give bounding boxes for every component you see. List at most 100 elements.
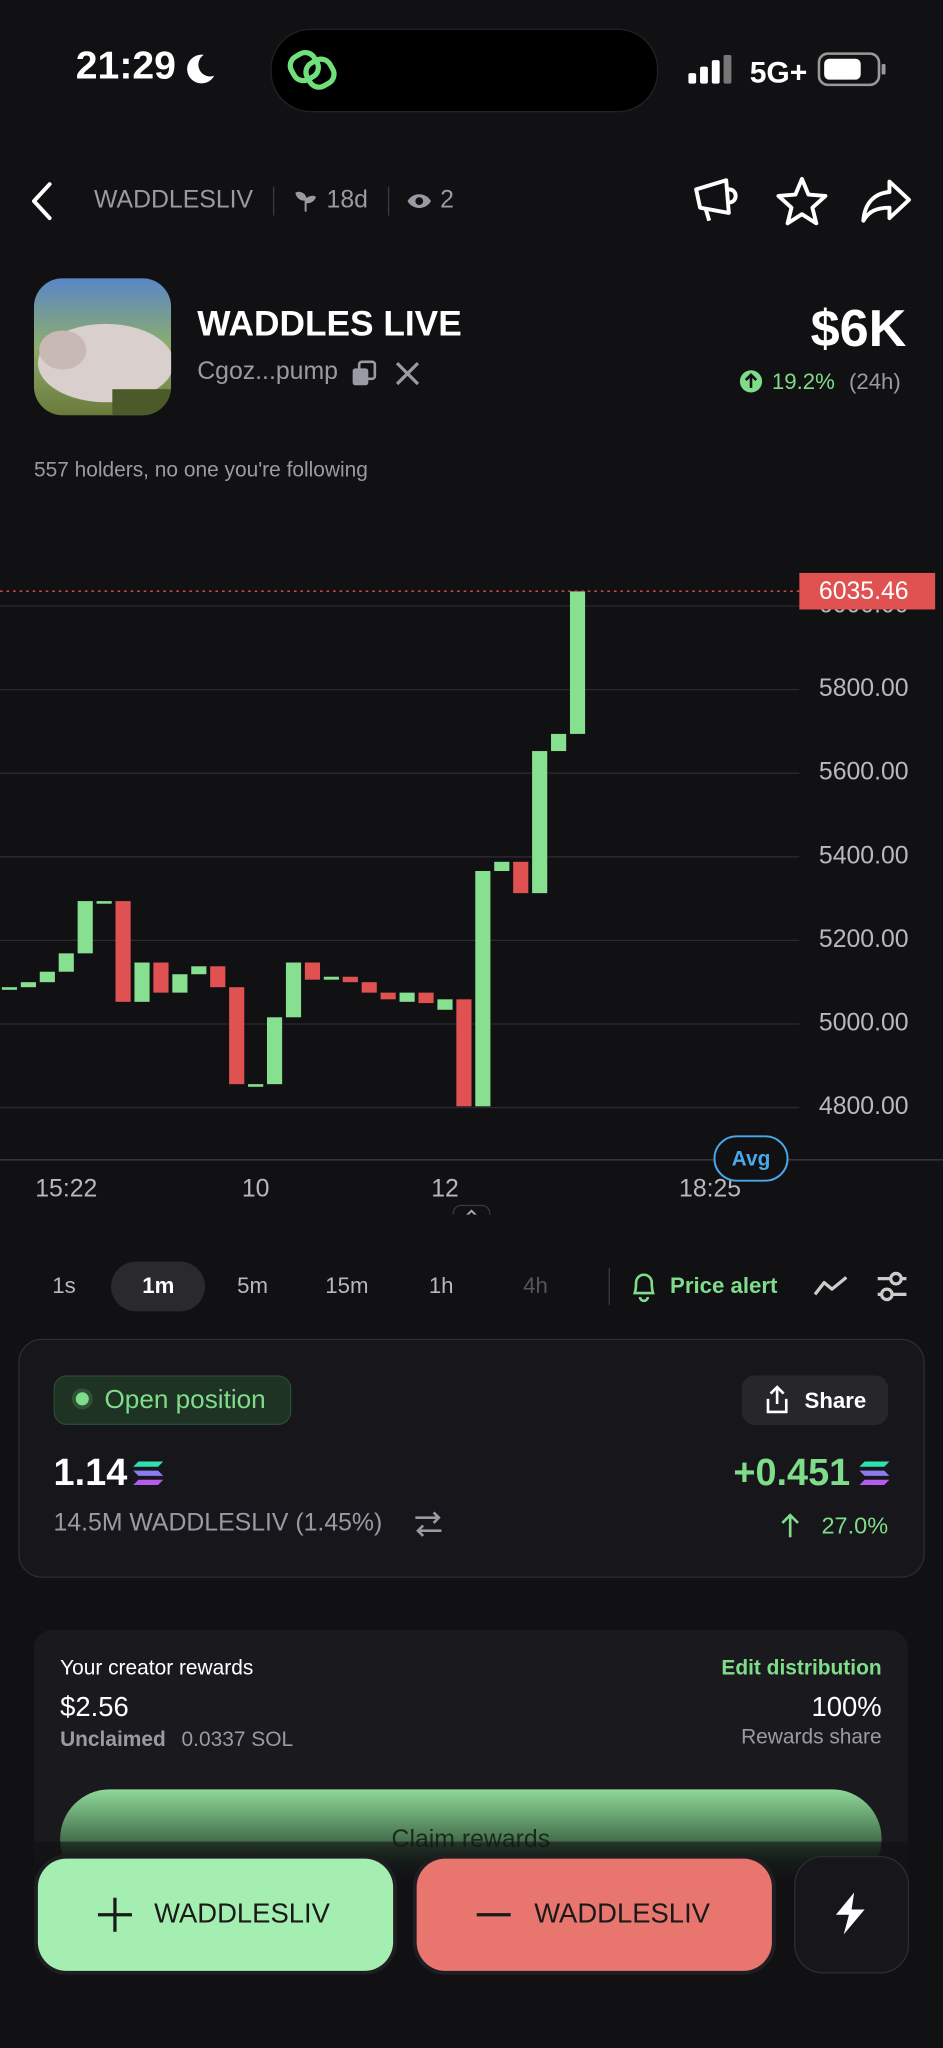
share-label: Share — [804, 1388, 867, 1414]
timeframe-tab[interactable]: 1m — [111, 1261, 206, 1312]
status-dot — [75, 1392, 89, 1406]
buy-label: WADDLESLIV — [154, 1899, 330, 1930]
price-change: 19.2% — [771, 369, 835, 395]
network-label: 5G+ — [749, 54, 808, 89]
back-button[interactable] — [26, 180, 60, 222]
candle-body — [399, 992, 415, 1002]
header-watchers: 2 — [440, 186, 454, 215]
y-tick-label: 4800.00 — [819, 1093, 909, 1120]
candle-body — [248, 1084, 264, 1087]
separator — [387, 186, 390, 216]
flash-icon — [835, 1892, 865, 1935]
avg-pill — [713, 1135, 789, 1182]
candle-body — [191, 966, 207, 975]
eye-icon — [407, 194, 432, 208]
timeframe-tab[interactable]: 4h — [523, 1273, 548, 1299]
buy-button[interactable] — [37, 1858, 394, 1971]
candle-body — [494, 861, 510, 872]
candle-body — [96, 901, 112, 904]
last-price-label: 6035.46 — [819, 578, 909, 605]
chart-resize-handle[interactable] — [452, 1204, 491, 1215]
header-age: 18d — [326, 186, 368, 215]
candle-body — [77, 901, 93, 954]
x-link[interactable] — [394, 360, 420, 386]
candle-body — [229, 987, 245, 1085]
x-tick-label: 15:22 — [35, 1175, 97, 1202]
candle-body — [418, 992, 434, 1004]
sol-icon — [859, 1461, 890, 1486]
candle-body — [323, 976, 339, 980]
timeframe-tab[interactable]: 1h — [428, 1273, 454, 1299]
share-button[interactable] — [861, 178, 913, 225]
x-tick-label: 10 — [242, 1175, 270, 1202]
timeframe-tab[interactable]: 1s — [52, 1273, 76, 1299]
last-price-box — [799, 572, 936, 610]
position-badge-label: Open position — [104, 1385, 266, 1415]
favorite-button[interactable] — [776, 175, 828, 227]
token-avatar[interactable] — [33, 278, 172, 416]
chart-settings-button[interactable] — [875, 1271, 909, 1302]
edit-distribution-button[interactable]: Edit distribution — [721, 1657, 882, 1680]
position-amount: 1.14 — [53, 1452, 128, 1495]
candle-body — [532, 751, 548, 894]
candle-body — [266, 1017, 283, 1085]
sell-button[interactable] — [416, 1858, 772, 1971]
chart-style-button[interactable] — [812, 1272, 849, 1301]
candle-body — [58, 953, 74, 972]
y-tick-label: 5200.00 — [819, 926, 909, 953]
candle-body — [475, 871, 491, 1107]
age-icon — [295, 191, 316, 212]
minus-icon — [476, 1913, 511, 1917]
rewards-title: Your creator rewards — [60, 1657, 254, 1680]
candle-body — [342, 976, 358, 983]
position-holding: 14.5M WADDLESLIV (1.45%) — [53, 1509, 383, 1538]
header-ticker: WADDLESLIV — [94, 186, 254, 215]
sol-icon — [133, 1461, 164, 1486]
x-tick-label: 12 — [431, 1175, 459, 1202]
market-cap: $6K — [810, 300, 907, 358]
signal-icon — [688, 54, 732, 84]
plus-icon — [97, 1897, 132, 1932]
change-period: (24h) — [848, 369, 901, 395]
candle-body — [456, 999, 472, 1107]
candle-body — [380, 992, 396, 1000]
copy-button[interactable] — [350, 359, 379, 388]
candle-body — [39, 971, 55, 983]
y-tick-label: 5400.00 — [819, 842, 909, 869]
rewards-share-label: Rewards share — [741, 1726, 882, 1749]
candle-body — [172, 974, 188, 993]
timeframe-tab[interactable]: 5m — [237, 1273, 269, 1299]
candle-body — [569, 591, 586, 734]
moon-icon — [187, 54, 215, 84]
candle-body — [551, 733, 567, 752]
pnl-up-icon — [781, 1513, 799, 1538]
share-position-button[interactable] — [741, 1375, 889, 1425]
change-up-icon — [739, 370, 763, 393]
price-alert-button[interactable]: Price alert — [670, 1273, 778, 1299]
announce-button[interactable] — [690, 176, 742, 226]
avg-label: Avg — [732, 1147, 771, 1170]
separator — [608, 1268, 610, 1305]
price-chart: 4800.00 5000.00 5200.00 5400.00 5600.00 5800.… — [0, 572, 943, 1215]
candle-body — [304, 962, 321, 980]
candle-body — [361, 982, 377, 993]
timeframe-tab[interactable]: 15m — [325, 1273, 369, 1299]
candle-body — [285, 962, 302, 1018]
candle-body — [437, 999, 453, 1010]
swap-button[interactable] — [413, 1510, 444, 1539]
y-tick-label: 5600.00 — [819, 759, 909, 786]
app-logo — [287, 49, 337, 90]
pnl-percent: 27.0% — [821, 1512, 889, 1539]
candle-body — [513, 861, 529, 894]
token-name: WADDLES LIVE — [197, 304, 462, 344]
handle-arrows — [466, 1209, 477, 1215]
separator — [272, 186, 275, 216]
candle-body — [134, 962, 150, 1002]
unclaimed-value: 0.0337 SOL — [181, 1729, 294, 1752]
unclaimed-label: Unclaimed — [60, 1729, 166, 1752]
rewards-share: 100% — [811, 1692, 882, 1723]
candle-body — [1, 987, 18, 990]
candle-body — [153, 962, 169, 993]
